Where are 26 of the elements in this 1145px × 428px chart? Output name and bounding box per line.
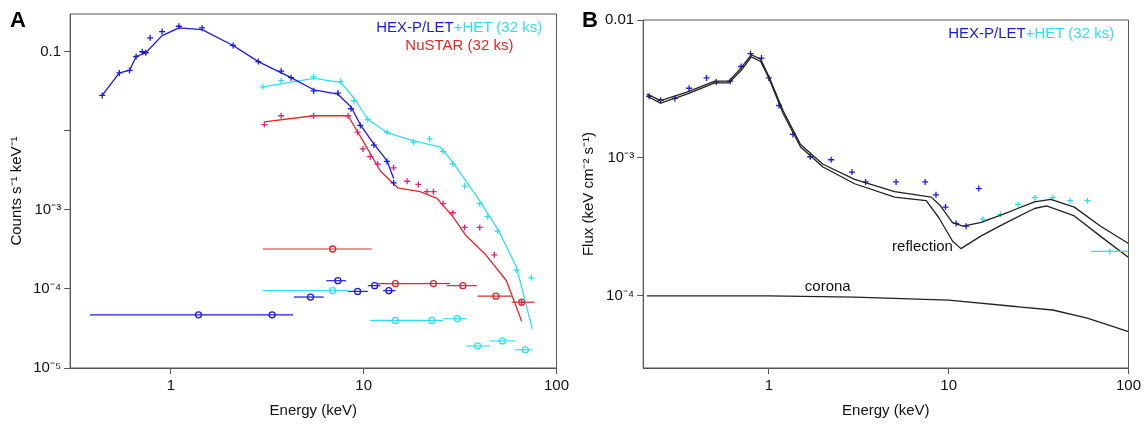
x-tick-label: 100	[1115, 376, 1141, 394]
y-tick-label: 0.1	[40, 41, 62, 59]
text: +HET (32 ks)	[1025, 24, 1115, 42]
text: +HET (32 ks)	[453, 18, 543, 36]
y-axis-title: Counts s⁻¹ keV⁻¹	[7, 136, 25, 246]
x-tick-label: 1	[166, 376, 176, 394]
x-tick-label: 1	[764, 376, 774, 394]
text: HEX-P/LET	[376, 18, 454, 36]
annotation: reflection	[892, 236, 953, 254]
y-tick-label: 10⁻³	[34, 200, 62, 217]
x-tick-label: 10	[940, 376, 958, 394]
x-tick-label: 100	[543, 376, 569, 394]
y-tick-label: 10⁻⁴	[32, 279, 62, 297]
annotation: corona	[804, 276, 852, 294]
x-axis-title: Energy (keV)	[842, 401, 930, 419]
chart-title: A	[10, 7, 26, 33]
y-tick-label: 10⁻⁵	[33, 358, 62, 376]
y-axis-title: Flux (keV cm⁻² s⁻¹)	[579, 131, 597, 257]
text: NuSTAR (32 ks)	[405, 36, 514, 54]
chart-title: B	[582, 7, 598, 33]
x-axis-title: Energy (keV)	[269, 401, 358, 419]
y-tick-label: 10⁻³	[607, 148, 635, 166]
x-tick-label: 10	[355, 376, 373, 394]
y-tick-label: 0.01	[604, 10, 635, 28]
text: HEX-P/LET	[948, 24, 1026, 42]
y-tick-label: 10⁻⁴	[606, 286, 635, 304]
